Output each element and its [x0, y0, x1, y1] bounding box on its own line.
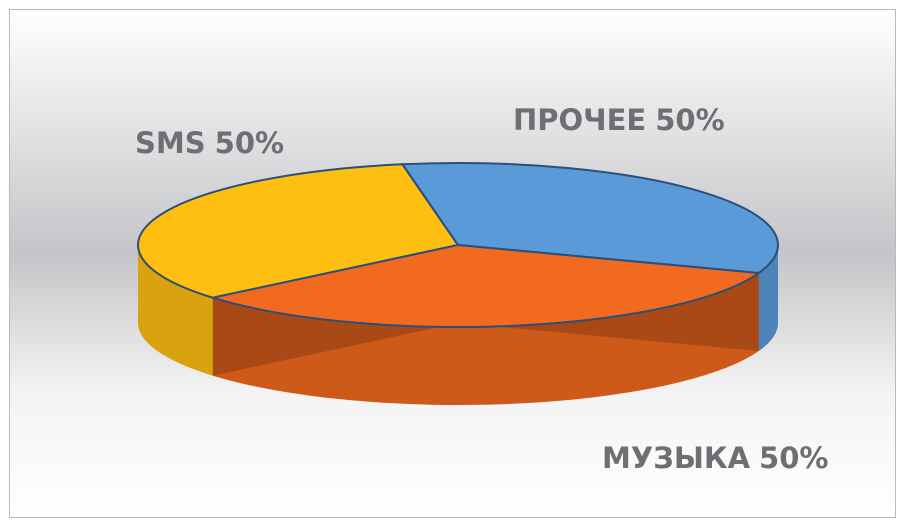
slice-label: SMS 50%	[135, 126, 284, 160]
slice-side	[212, 273, 759, 405]
label-value: 50%	[215, 126, 284, 160]
slice-label: МУЗЫКА 50%	[602, 441, 828, 475]
slice-side	[138, 245, 213, 376]
label-name: SMS	[135, 126, 206, 160]
label-name: ПРОЧЕЕ	[513, 103, 646, 137]
slice-side	[758, 245, 778, 352]
slice	[137, 163, 460, 299]
slice	[208, 243, 762, 328]
pie	[137, 162, 779, 405]
label-value: 50%	[655, 103, 724, 137]
slice	[400, 162, 779, 275]
label-name: МУЗЫКА	[602, 441, 751, 475]
label-value: 50%	[759, 441, 828, 475]
slice-label: ПРОЧЕЕ 50%	[513, 103, 725, 137]
